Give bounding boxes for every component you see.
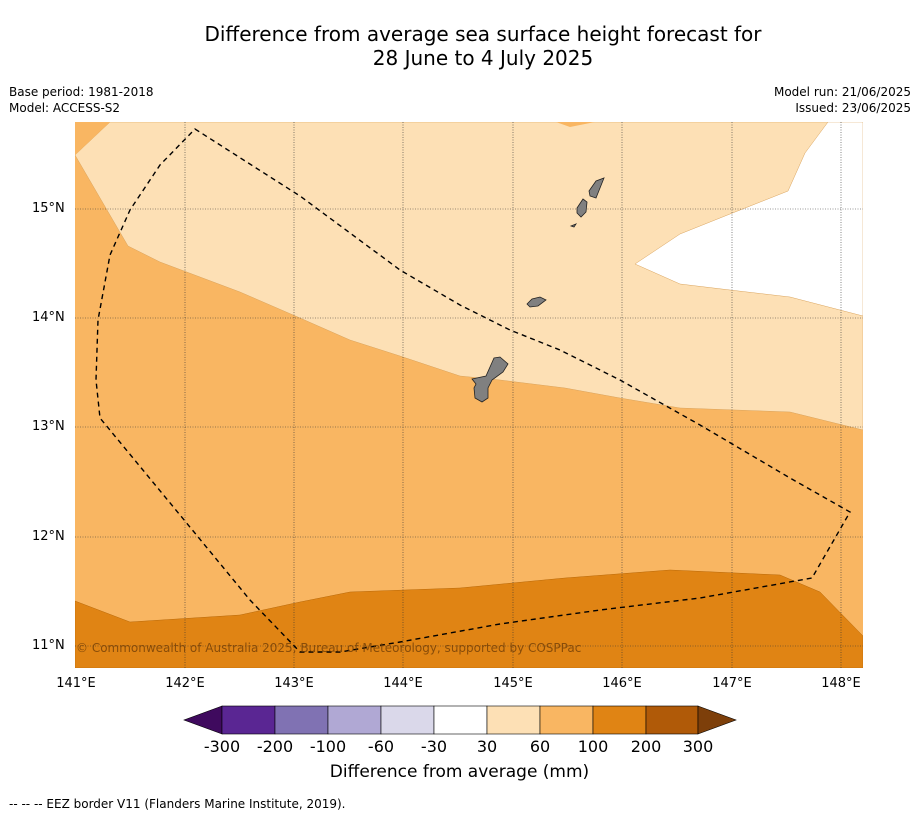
anomaly-band-100-200	[75, 569, 863, 668]
lon-label-148e: 148°E	[821, 676, 861, 691]
colorbar-tick: 300	[682, 737, 714, 756]
saipan-island	[588, 177, 605, 199]
colorbar-swatch	[221, 705, 276, 735]
lon-label-144e: 144°E	[383, 676, 423, 691]
meta-right: Model run: 21/06/2025 Issued: 23/06/2025	[774, 84, 911, 116]
map-area	[75, 122, 863, 668]
colorbar-swatch	[645, 705, 699, 735]
copyright-text: © Commonwealth of Australia 2025, Bureau…	[76, 641, 582, 655]
meta-left: Base period: 1981-2018 Model: ACCESS-S2	[9, 84, 154, 116]
gridlines	[75, 122, 863, 668]
title-line-2: 28 June to 4 July 2025	[372, 46, 594, 70]
map-title: Difference from average sea surface heig…	[0, 22, 919, 70]
colorbar-arrow-left	[183, 705, 223, 735]
colorbar-swatch	[380, 705, 435, 735]
colorbar-tick: 100	[577, 737, 609, 756]
anomaly-corner-patch	[75, 122, 110, 155]
issued-text: Issued: 23/06/2025	[795, 101, 911, 115]
tinian-island	[576, 198, 588, 218]
colorbar-tick: 200	[630, 737, 662, 756]
lon-label-141e: 141°E	[56, 676, 96, 691]
rota-island	[526, 296, 547, 308]
colorbar-tick: -60	[367, 737, 395, 756]
lon-label-146e: 146°E	[602, 676, 642, 691]
lat-label-13n: 13°N	[32, 419, 65, 434]
colorbar-tick: -200	[256, 737, 294, 756]
lat-label-15n: 15°N	[32, 201, 65, 216]
colorbar-tick: 60	[529, 737, 551, 756]
guam-island	[471, 356, 509, 403]
lon-label-143e: 143°E	[274, 676, 314, 691]
lon-label-147e: 147°E	[712, 676, 752, 691]
colorbar-swatch	[539, 705, 594, 735]
lat-label-11n: 11°N	[32, 638, 65, 653]
colorbar-swatch	[327, 705, 382, 735]
model-text: Model: ACCESS-S2	[9, 101, 121, 115]
colorbar-tick: 30	[476, 737, 498, 756]
colorbar-title: Difference from average (mm)	[329, 762, 590, 782]
colorbar-swatch	[592, 705, 647, 735]
eez-border	[95, 128, 851, 653]
lon-label-145e: 145°E	[493, 676, 533, 691]
anomaly-band-neutral	[634, 122, 863, 317]
colorbar-tick: -100	[309, 737, 347, 756]
colorbar-swatch	[433, 705, 488, 735]
base-period-text: Base period: 1981-2018	[9, 85, 154, 99]
colorbar	[183, 705, 737, 735]
lat-label-14n: 14°N	[32, 310, 65, 325]
anomaly-small-patch	[556, 122, 595, 127]
colorbar-swatch	[486, 705, 541, 735]
islands	[471, 177, 605, 403]
title-line-1: Difference from average sea surface heig…	[204, 22, 762, 46]
model-run-text: Model run: 21/06/2025	[773, 85, 911, 99]
colorbar-tick: -30	[420, 737, 448, 756]
lon-label-142e: 142°E	[165, 676, 205, 691]
aguijan-island	[569, 223, 578, 228]
lat-label-12n: 12°N	[32, 529, 65, 544]
anomaly-band-30-60	[75, 122, 863, 431]
colorbar-tick: -300	[203, 737, 241, 756]
colorbar-swatch	[274, 705, 329, 735]
eez-footnote: -- -- -- EEZ border V11 (Flanders Marine…	[9, 797, 346, 811]
colorbar-arrow-right	[697, 705, 737, 735]
